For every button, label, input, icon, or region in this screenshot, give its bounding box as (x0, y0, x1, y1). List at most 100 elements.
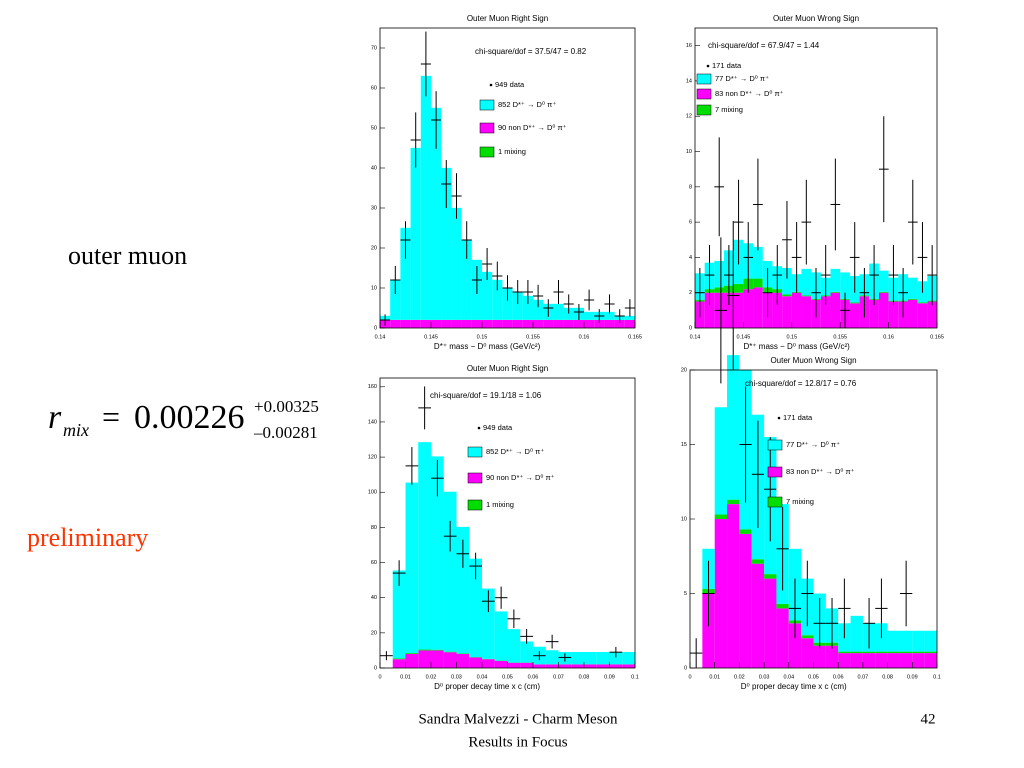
histogram-bar (924, 651, 937, 654)
histogram-bar (739, 529, 752, 534)
histogram-bar (887, 630, 900, 652)
histogram-bar (431, 107, 442, 320)
histogram-bar (862, 653, 876, 668)
y-tick-label: 40 (371, 165, 377, 171)
x-tick-label: 0.07 (553, 674, 564, 680)
histogram-bar (584, 664, 597, 668)
x-tick-label: 0.01 (400, 674, 411, 680)
histogram-bar (917, 303, 928, 328)
histogram-bar (782, 294, 792, 297)
legend-swatch (467, 472, 483, 484)
histogram-bar (912, 653, 925, 668)
formula-value: 0.00226 (134, 399, 245, 436)
x-tick-label: 0.07 (858, 674, 869, 680)
histogram-bar (584, 652, 597, 665)
histogram-bar (764, 578, 777, 668)
legend-marker (777, 416, 781, 420)
histogram-bar (849, 302, 860, 304)
histogram-bar (912, 651, 925, 654)
histogram-bar (899, 651, 913, 654)
x-tick-label: 0.145 (424, 334, 438, 340)
y-tick-label: 60 (371, 85, 377, 91)
histogram-bar (443, 652, 457, 668)
chart-title: Outer Muon Wrong Sign (770, 356, 856, 365)
histogram-bar (850, 653, 863, 668)
histogram-bar (875, 653, 888, 668)
chi-square-annotation: chi-square/dof = 67.9/47 = 1.44 (708, 41, 820, 50)
y-tick-label: 80 (371, 525, 377, 531)
legend-swatch (767, 496, 783, 508)
histogram-bar (392, 658, 406, 660)
histogram-bar (390, 320, 401, 328)
histogram-bar (390, 279, 401, 320)
x-tick-label: 0.14 (375, 334, 386, 340)
x-tick-label: 0.16 (883, 334, 894, 340)
y-tick-label: 12 (686, 114, 692, 120)
legend-entry: 7 mixing (715, 105, 743, 114)
x-axis-label: D*⁺ mass − D⁰ mass (GeV/c²) (434, 342, 541, 351)
histogram-bar (400, 227, 411, 320)
histogram-bar (724, 292, 734, 328)
x-tick-label: 0.01 (709, 674, 720, 680)
histogram-bar (451, 207, 462, 320)
x-tick-label: 0.16 (579, 334, 590, 340)
x-tick-label: 0.155 (833, 334, 847, 340)
formula-upper: +0.00325 (254, 397, 319, 416)
histogram-bar (917, 302, 928, 304)
slide-note: preliminary (27, 523, 148, 552)
legend-marker (489, 83, 493, 87)
histogram-bar (875, 651, 888, 654)
y-tick-label: 0 (684, 665, 687, 671)
formula-subscript: mix (63, 420, 89, 440)
histogram-bar (912, 630, 925, 652)
histogram-bar (727, 499, 740, 505)
histogram-bar (753, 278, 763, 288)
histogram-bar (751, 559, 765, 564)
histogram-bar (494, 611, 508, 661)
y-tick-label: 20 (371, 245, 377, 251)
histogram-bar (624, 315, 635, 320)
footer-line: Results in Focus (468, 734, 567, 750)
page-number: 42 (921, 711, 936, 727)
legend-swatch (767, 466, 783, 478)
histogram-bar (461, 320, 472, 328)
histogram-bar (482, 320, 493, 328)
formula-equals: = (102, 398, 120, 434)
histogram-bar (878, 292, 889, 328)
y-tick-label: 40 (371, 595, 377, 601)
y-tick-label: 14 (686, 78, 692, 84)
histogram-bar (878, 270, 889, 292)
chart-title: Outer Muon Right Sign (467, 14, 548, 23)
histogram-bar (714, 514, 728, 519)
histogram-bar (899, 653, 913, 668)
histogram-bar (441, 320, 452, 328)
histogram-bar (410, 147, 421, 320)
histogram-bar (418, 442, 431, 650)
y-tick-label: 10 (371, 285, 377, 291)
histogram-bar (782, 268, 792, 295)
histogram-bar (850, 615, 863, 652)
y-tick-label: 30 (371, 205, 377, 211)
histogram-bar (594, 320, 605, 328)
x-tick-label: 0.15 (477, 334, 488, 340)
histogram-bar (533, 664, 546, 668)
histogram-bar (830, 268, 841, 292)
legend-swatch (467, 446, 483, 458)
x-tick-label: 0.1 (631, 674, 639, 680)
y-tick-label: 120 (368, 455, 377, 461)
legend-entry: 77 D*⁺ → D⁰ π⁺ (715, 74, 769, 83)
histogram-bar (471, 320, 482, 328)
histogram-bar (596, 652, 610, 665)
x-tick-label: 0.04 (477, 674, 488, 680)
histogram-bar (888, 301, 899, 328)
y-tick-label: 4 (689, 255, 692, 261)
histogram-bar (727, 504, 740, 668)
histogram-bar (392, 570, 406, 659)
histogram-bar (563, 307, 574, 320)
legend-entry: 852 D*⁺ → D⁰ π⁺ (486, 447, 544, 456)
slide-label: outer muon (68, 241, 187, 270)
x-tick-label: 0.09 (907, 674, 918, 680)
histogram-bar (502, 287, 513, 320)
histogram-bar (431, 320, 442, 328)
histogram-bar (405, 653, 419, 668)
